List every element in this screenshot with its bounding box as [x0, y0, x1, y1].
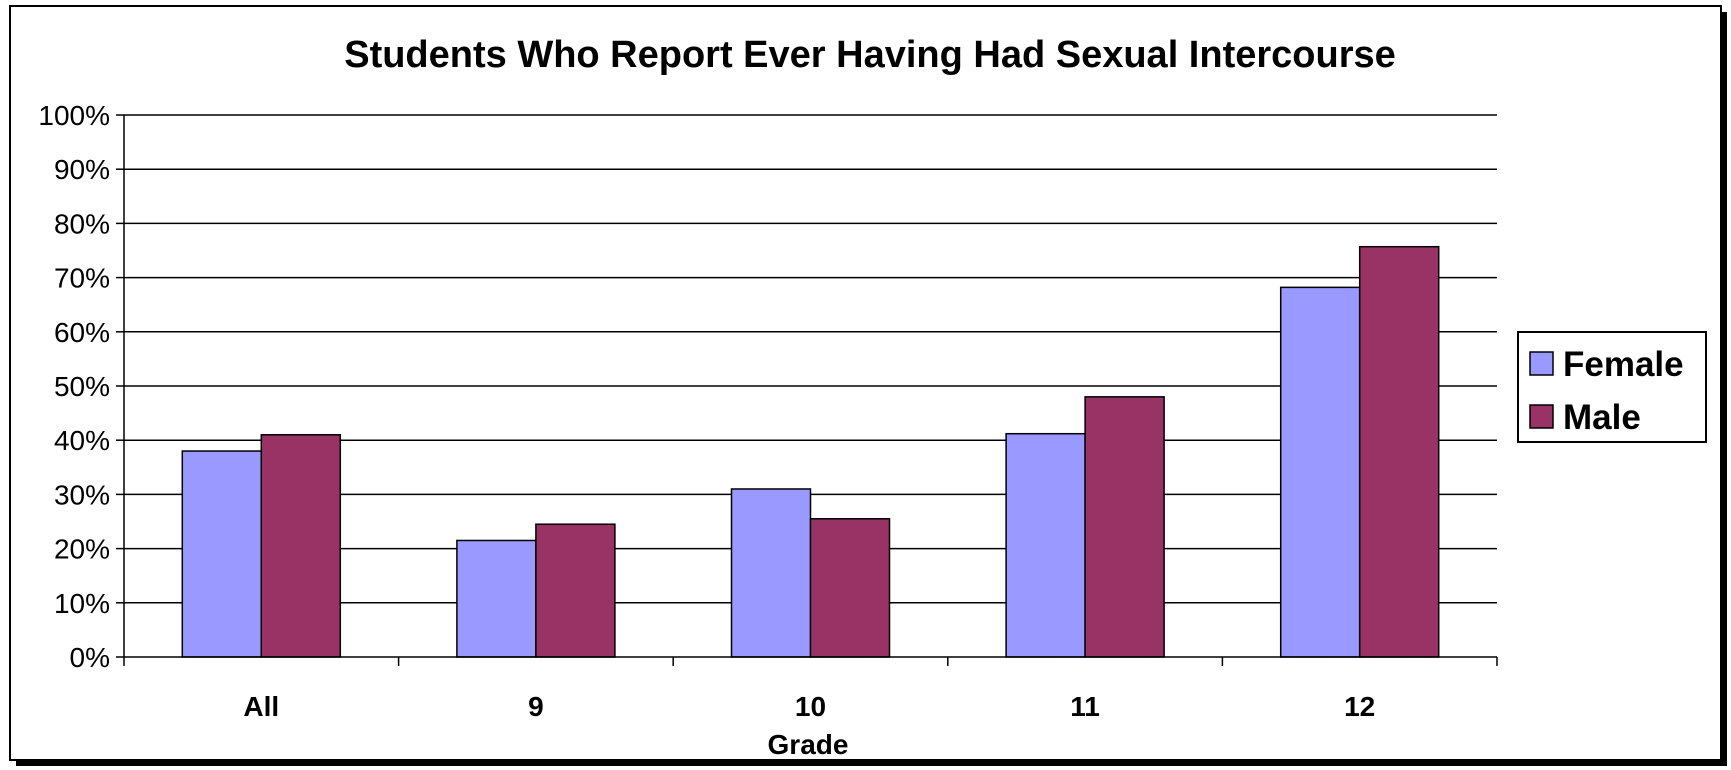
x-tick-label: 10 [795, 691, 826, 722]
x-axis-label: Grade [768, 729, 849, 760]
y-tick-label: 0% [70, 642, 110, 673]
y-tick-label: 100% [38, 100, 110, 131]
x-tick-label: 9 [528, 691, 544, 722]
bar-male-10 [809, 518, 891, 658]
bar-female-11 [1005, 432, 1086, 658]
bar-female-12 [1279, 286, 1361, 658]
x-tick-label: All [243, 691, 279, 722]
bar-male-9 [535, 523, 616, 658]
bars [181, 245, 1440, 658]
legend-swatch-female [1529, 351, 1554, 376]
legend-label-female: Female [1563, 345, 1684, 384]
y-tick-label: 80% [54, 208, 110, 239]
bar-male-all [260, 434, 342, 658]
bar-female-9 [456, 539, 537, 658]
legend-label-male: Male [1563, 398, 1641, 437]
y-tick-label: 40% [54, 425, 110, 456]
bar-female-10 [730, 488, 812, 658]
x-tick-label: 11 [1070, 691, 1100, 722]
y-tick-label: 70% [54, 263, 110, 294]
x-tick-label: 12 [1344, 691, 1375, 722]
chart-title: Students Who Report Ever Having Had Sexu… [344, 34, 1396, 76]
y-tick-label: 50% [54, 371, 110, 402]
bar-male-12 [1358, 245, 1440, 658]
bar-male-11 [1084, 396, 1165, 658]
y-tick-label: 20% [54, 534, 110, 565]
y-tick-label: 60% [54, 317, 110, 348]
x-axis: All 9 10 11 12 [123, 115, 1498, 722]
y-tick-label: 30% [54, 479, 110, 510]
y-tick-label: 10% [54, 588, 110, 619]
legend-swatch-male [1529, 404, 1554, 429]
legend: Female Male [1517, 331, 1707, 443]
bar-female-all [181, 450, 263, 658]
y-axis-ticks: 0% 10% 20% 30% 40% 50% 60% 70% 80% 90% 100% [38, 100, 124, 673]
y-tick-label: 90% [54, 154, 110, 185]
